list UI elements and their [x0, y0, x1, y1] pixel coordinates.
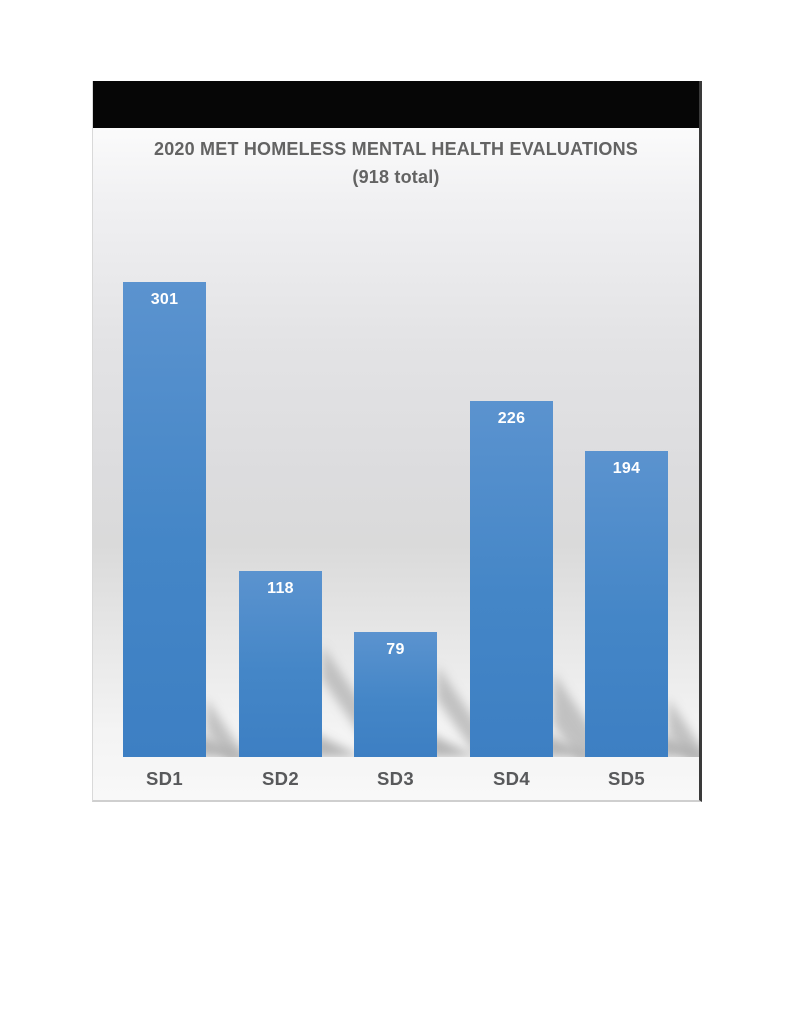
bar-SD5: 194	[585, 451, 668, 757]
chart-container: 2020 MET HOMELESS MENTAL HEALTH EVALUATI…	[92, 81, 702, 802]
chart-title: 2020 MET HOMELESS MENTAL HEALTH EVALUATI…	[154, 139, 638, 159]
bar-value-label: 301	[150, 291, 179, 308]
bar-shadow-base	[198, 733, 246, 757]
x-axis-label-SD1: SD1	[146, 768, 183, 789]
bar-value-label: 118	[267, 580, 294, 597]
bar-SD3: 79	[354, 632, 437, 757]
bar-shadow-base	[660, 733, 699, 757]
bar-value-label: 194	[612, 460, 641, 477]
x-axis-label-SD5: SD5	[608, 768, 645, 789]
chart-title-block: 2020 MET HOMELESS MENTAL HEALTH EVALUATI…	[93, 135, 699, 191]
bar-value-label: 79	[386, 641, 405, 658]
x-axis-label-SD2: SD2	[262, 768, 299, 789]
bar-SD2: 118	[239, 571, 322, 757]
chart-subtitle: (918 total)	[352, 167, 440, 187]
bar-shadow-base	[429, 733, 477, 757]
bar-value-label: 226	[497, 410, 526, 427]
bar-SD1: 301	[123, 282, 206, 757]
bar-shadow-base	[314, 733, 362, 757]
bar-SD4: 226	[470, 401, 553, 757]
x-axis-label-SD4: SD4	[493, 768, 530, 789]
chart-header-band	[93, 81, 699, 128]
x-axis-label-SD3: SD3	[377, 768, 414, 789]
bar-shadow-base	[545, 733, 593, 757]
